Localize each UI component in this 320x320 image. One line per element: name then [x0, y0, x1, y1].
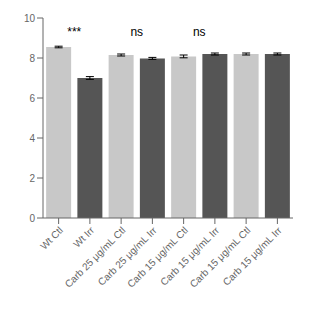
svg-text:10: 10 — [24, 13, 36, 24]
svg-text:Carb 25 μg/mL Irr: Carb 25 μg/mL Irr — [95, 224, 159, 288]
svg-text:ns: ns — [193, 25, 206, 39]
svg-text:ns: ns — [130, 25, 143, 39]
svg-text:Carb 15 μg/mL Ctl: Carb 15 μg/mL Ctl — [187, 224, 253, 290]
svg-text:Carb 15 μg/mL Ctl: Carb 15 μg/mL Ctl — [125, 224, 191, 290]
svg-text:6: 6 — [29, 93, 35, 104]
svg-text:2: 2 — [29, 173, 35, 184]
svg-text:Carb 15 μg/mL Irr: Carb 15 μg/mL Irr — [158, 224, 222, 288]
svg-text:4: 4 — [29, 133, 35, 144]
svg-text:0: 0 — [29, 213, 35, 224]
svg-text:8: 8 — [29, 53, 35, 64]
svg-text:***: *** — [67, 25, 81, 39]
svg-text:Wt Ctl: Wt Ctl — [38, 225, 65, 252]
svg-text:Wt Irr: Wt Irr — [71, 224, 97, 250]
svg-text:Carb 25 μg/mL Ctl: Carb 25 μg/mL Ctl — [62, 224, 128, 290]
svg-text:Carb 15 μg/mL Irr: Carb 15 μg/mL Irr — [221, 224, 285, 288]
